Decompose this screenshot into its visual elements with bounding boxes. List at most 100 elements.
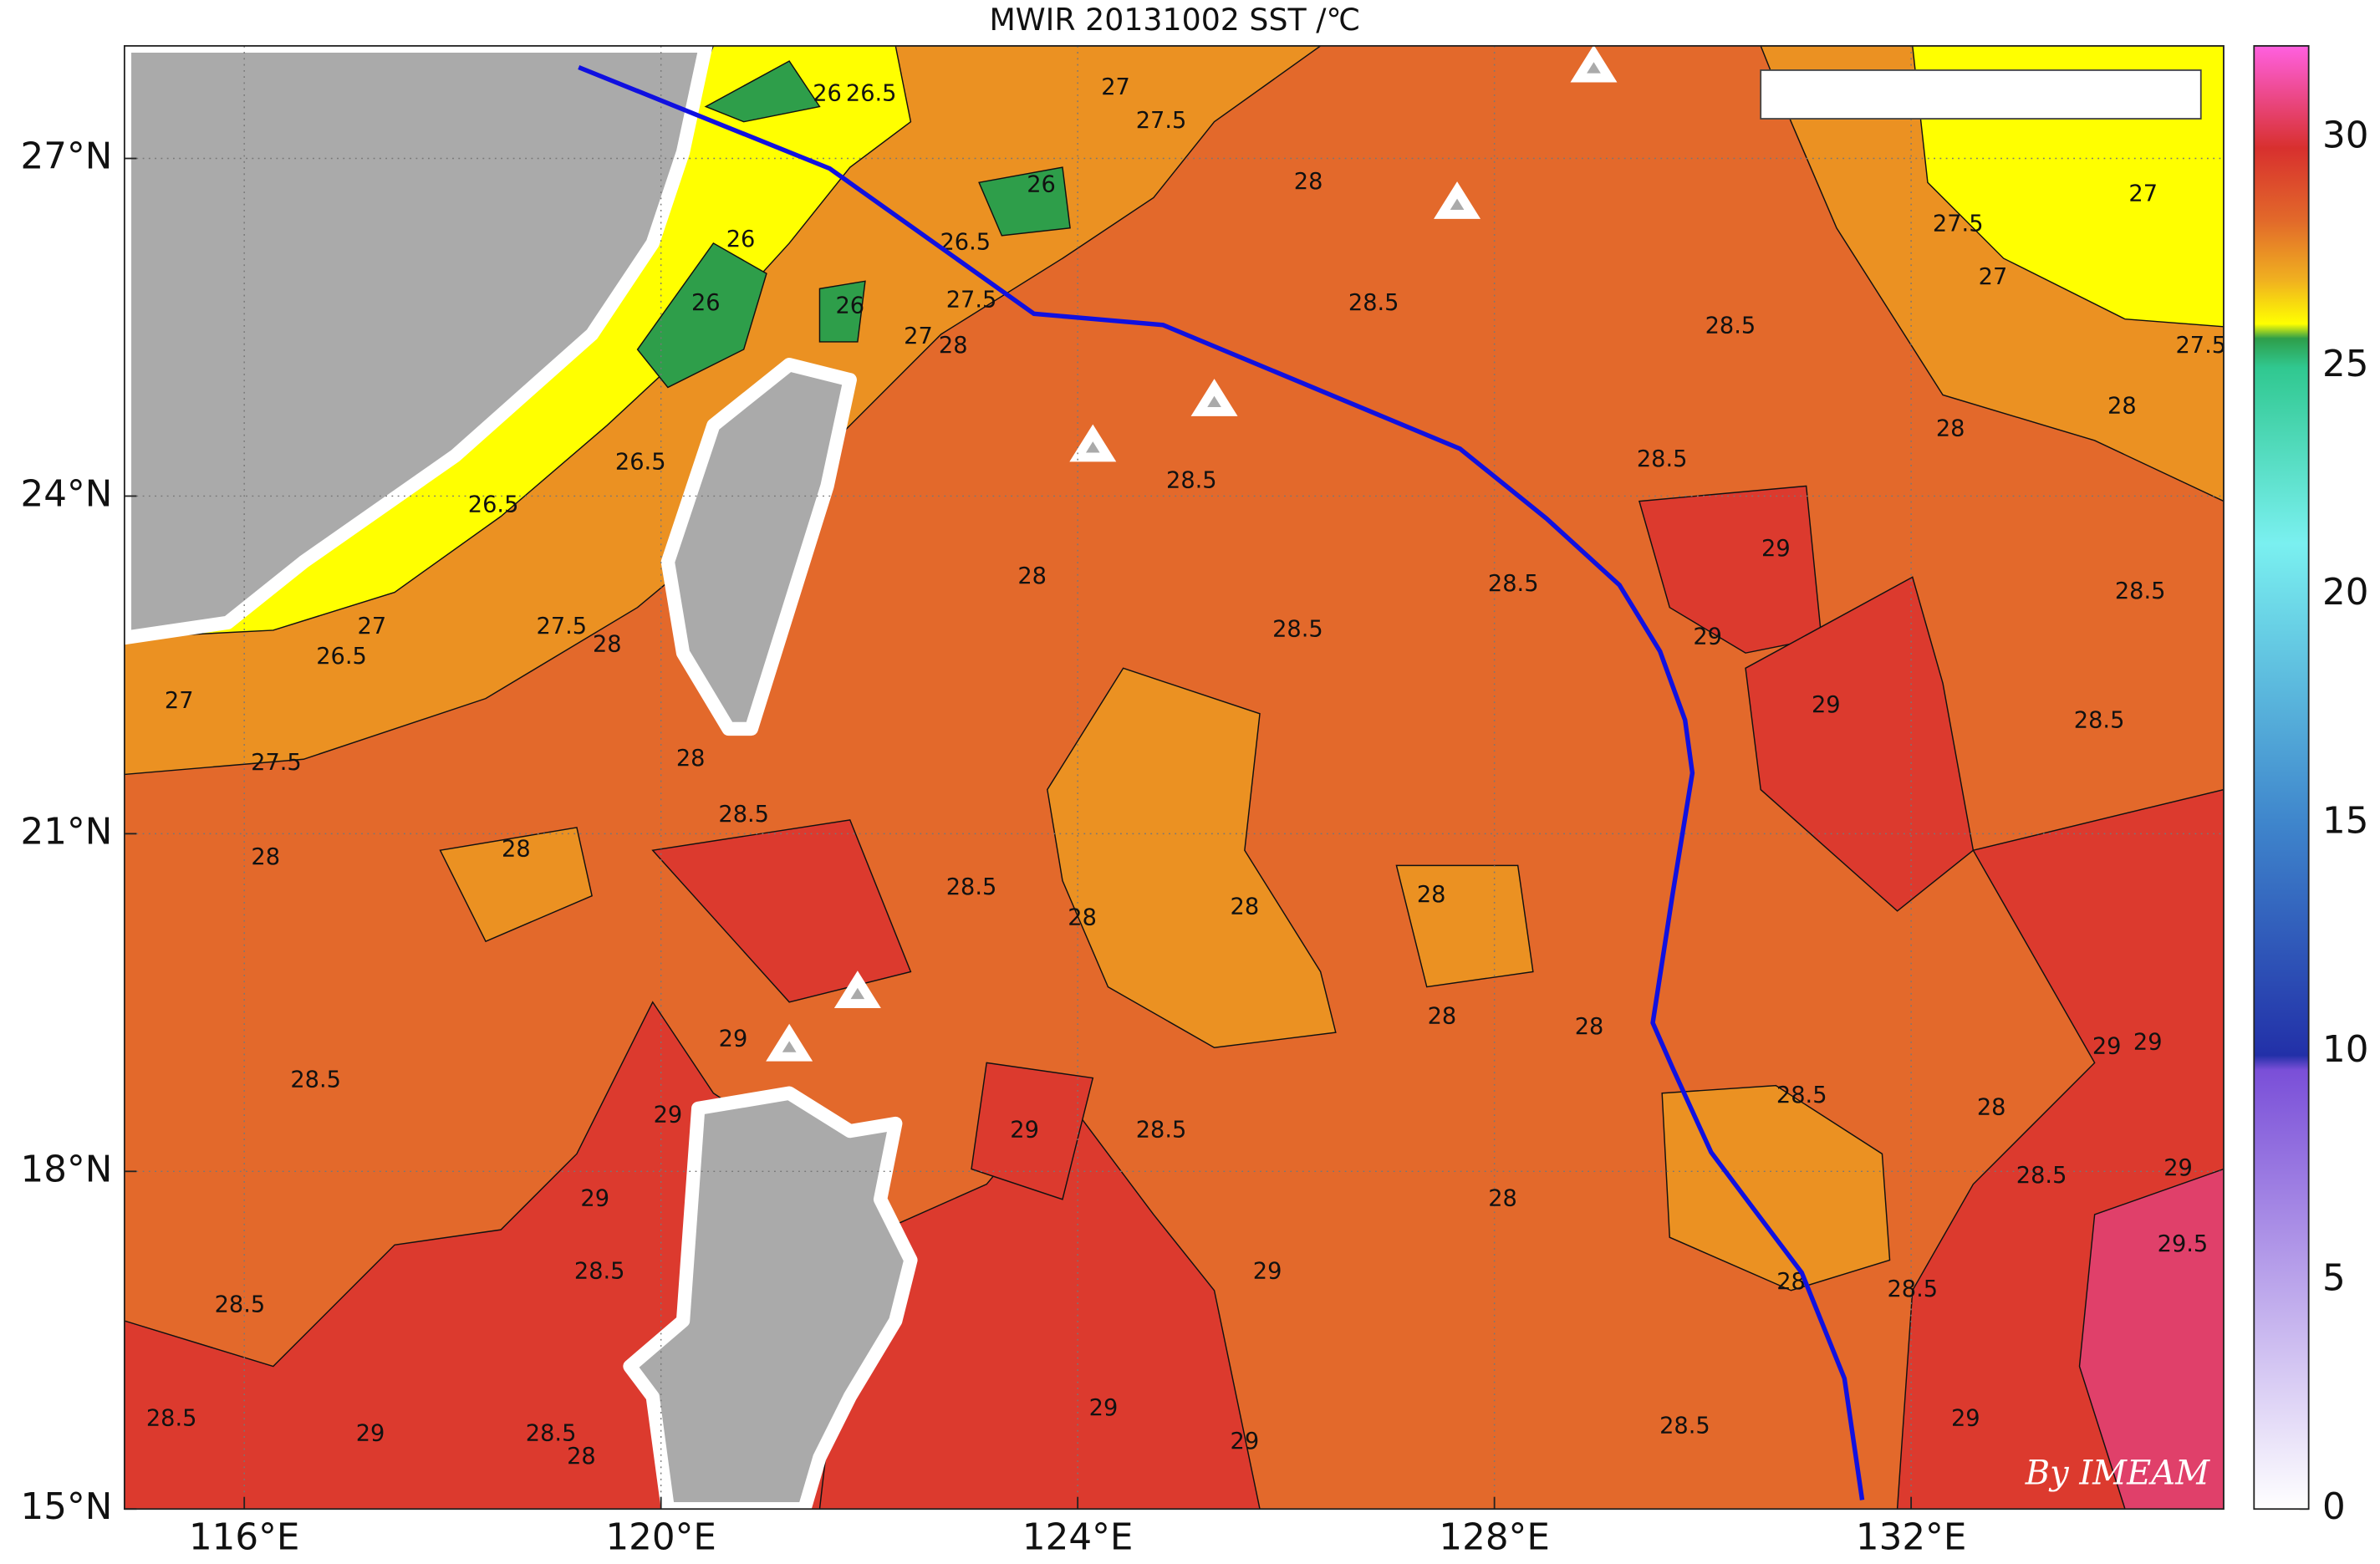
contour-label: 29.5 xyxy=(2158,1231,2209,1257)
contour-label: 26.5 xyxy=(846,80,897,106)
contour-label: 28.5 xyxy=(1776,1083,1827,1108)
x-tick-label: 128°E xyxy=(1439,1517,1549,1559)
contour-label: 29 xyxy=(654,1102,683,1128)
contour-label: 28.5 xyxy=(718,802,769,828)
contour-label: 28 xyxy=(1417,882,1446,908)
contour-label: 28 xyxy=(1936,416,1965,442)
x-tick-label: 116°E xyxy=(189,1517,299,1559)
contour-label: 28.5 xyxy=(1637,446,1688,472)
contour-label: 28.5 xyxy=(290,1067,341,1093)
colorbar-label: 5 xyxy=(2322,1258,2346,1300)
contour-label: 26 xyxy=(813,80,842,106)
contour-label: 28 xyxy=(1017,563,1047,589)
y-tick-label: 15°N xyxy=(21,1486,113,1528)
sst-28 xyxy=(439,827,593,943)
sst-28 xyxy=(1047,667,1337,1048)
contour-label: 27 xyxy=(165,688,194,714)
contour-label: 27 xyxy=(1979,264,2008,290)
island xyxy=(1190,379,1238,416)
land xyxy=(124,45,713,645)
contour-label: 28.5 xyxy=(574,1258,625,1284)
contour-label: 29 xyxy=(1089,1395,1119,1421)
colorbar-label: 20 xyxy=(2322,572,2368,614)
contour-label: 28 xyxy=(1068,904,1097,930)
contour-label: 28.5 xyxy=(1887,1276,1938,1302)
y-tick-label: 24°N xyxy=(21,473,113,515)
contour-label: 27.5 xyxy=(251,750,302,776)
contour-label: 28 xyxy=(1488,1185,1517,1211)
island xyxy=(766,1023,813,1062)
sst-29 xyxy=(651,819,912,1003)
island xyxy=(1434,181,1481,219)
contour-label: 28.5 xyxy=(1272,616,1323,642)
sst-25 xyxy=(978,166,1071,237)
contour-label: 26.5 xyxy=(316,644,367,670)
contour-label: 27.5 xyxy=(2175,333,2226,359)
contour-label: 29 xyxy=(1693,624,1722,650)
sst-29-5 xyxy=(2078,1168,2224,1510)
contour-label: 27 xyxy=(358,614,387,639)
contour-label: 28.5 xyxy=(526,1421,577,1447)
sst-25 xyxy=(818,280,866,343)
contour-label: 29 xyxy=(580,1185,609,1211)
island xyxy=(833,970,881,1009)
contour-label: 28 xyxy=(567,1444,596,1470)
contour-label: 26.5 xyxy=(468,492,519,518)
contour-label: 28 xyxy=(1575,1014,1604,1040)
contour-label: 27.5 xyxy=(946,287,997,313)
contour-label: 28.5 xyxy=(2016,1163,2067,1189)
x-tick-label: 124°E xyxy=(1022,1517,1133,1559)
y-tick-label: 18°N xyxy=(21,1149,113,1190)
island xyxy=(1069,424,1117,462)
contour-label: 28 xyxy=(1294,169,1323,195)
contour-label: 28.5 xyxy=(2074,707,2125,733)
colorbar-label: 10 xyxy=(2322,1029,2368,1071)
contour-label: 29 xyxy=(2133,1029,2163,1055)
contour-label: 28.5 xyxy=(946,874,997,900)
contour-label: 28 xyxy=(1231,894,1260,920)
colorbar-label: 30 xyxy=(2322,115,2368,156)
x-tick-label: 132°E xyxy=(1856,1517,1966,1559)
sst-25 xyxy=(704,60,821,123)
land xyxy=(623,1086,918,1510)
sst-field xyxy=(124,45,2224,1510)
contour-label: 28.5 xyxy=(215,1291,266,1317)
island xyxy=(1570,45,1618,83)
contour-label: 28.5 xyxy=(1659,1414,1710,1439)
contour-label: 28 xyxy=(251,844,280,870)
contour-label: 28 xyxy=(1428,1003,1457,1029)
contour-label: 29 xyxy=(2163,1155,2193,1181)
contour-label: 27.5 xyxy=(1933,211,1984,237)
contour-label: 28 xyxy=(2107,394,2137,420)
contour-label: 29 xyxy=(1951,1406,1980,1432)
contour-label: 26 xyxy=(726,227,756,252)
contour-label: 28.5 xyxy=(1488,571,1539,597)
contour-label: 28 xyxy=(676,746,706,772)
y-tick-label: 27°N xyxy=(21,136,113,178)
y-tick-label: 21°N xyxy=(21,811,113,853)
contour-label: 28.5 xyxy=(1348,290,1399,316)
contour-label: 29 xyxy=(1010,1118,1039,1144)
watermark: By IMEAM xyxy=(2025,1454,2210,1492)
colorbar xyxy=(2253,44,2310,1511)
contour-label: 28.5 xyxy=(146,1406,197,1432)
contour-label: 29 xyxy=(1231,1429,1260,1454)
map-title: MWIR 20131002 SST /℃ xyxy=(989,2,1360,38)
contour-label: 27 xyxy=(904,323,933,349)
contour-label: 29 xyxy=(1812,692,1841,718)
land xyxy=(660,358,857,736)
contour-label: 29 xyxy=(1253,1258,1282,1284)
colorbar-label: 0 xyxy=(2322,1486,2346,1528)
sst-29 xyxy=(971,1062,1094,1200)
contour-label: 27.5 xyxy=(1136,108,1187,134)
contour-label: 28.5 xyxy=(1136,1118,1187,1144)
contour-label: 27.5 xyxy=(537,614,588,639)
contour-label: 26.5 xyxy=(615,450,666,476)
contour-label: 28 xyxy=(939,333,968,359)
plot-frame xyxy=(123,44,2225,1511)
sst-28 xyxy=(1661,1084,1891,1291)
contour-label: 26 xyxy=(835,293,864,319)
colorbar-label: 15 xyxy=(2322,801,2368,843)
